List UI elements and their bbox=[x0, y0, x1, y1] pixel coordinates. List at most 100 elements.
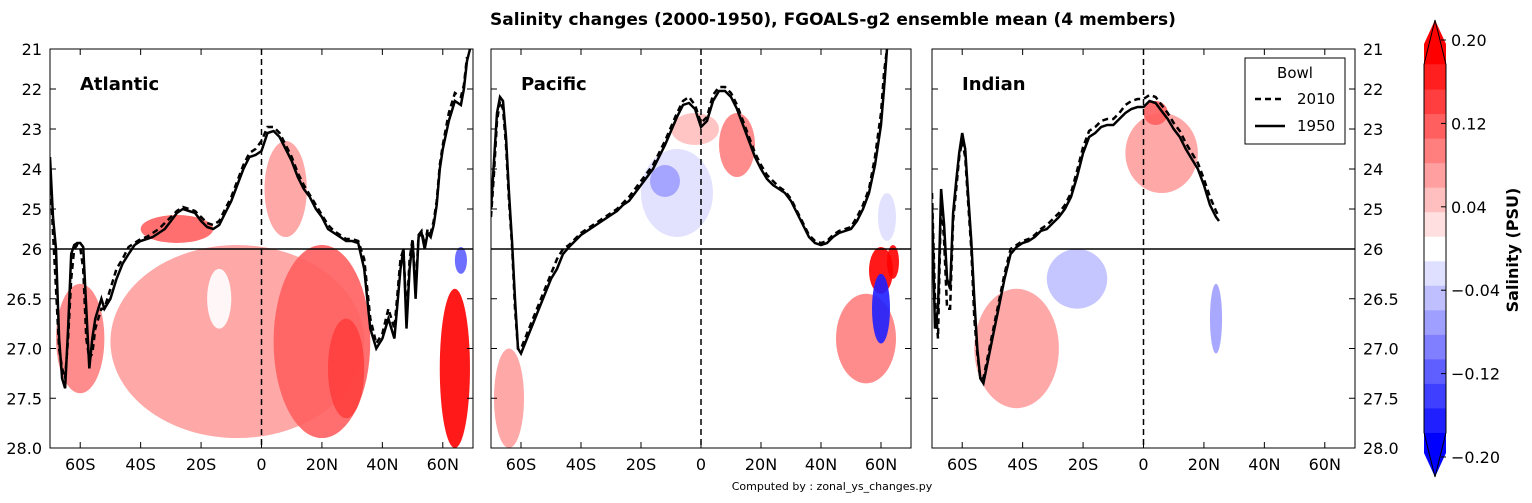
salinity-blob bbox=[755, 205, 827, 237]
bowl-lines bbox=[50, 49, 472, 389]
x-tick-label: 40N bbox=[1248, 455, 1280, 474]
bowl-1950-line bbox=[932, 99, 1220, 387]
colorbar-segment bbox=[1424, 407, 1446, 433]
salinity-blob bbox=[887, 244, 899, 279]
y-tick-label: 26.5 bbox=[6, 290, 42, 309]
salinity-blob bbox=[1046, 249, 1108, 309]
x-tick-label: 20N bbox=[745, 455, 777, 474]
basin-label-pacific: Pacific bbox=[521, 74, 587, 95]
x-tick-label: 20S bbox=[1068, 455, 1099, 474]
legend-entry-1950: 1950 bbox=[1297, 117, 1335, 135]
y-tick-label-right: 22 bbox=[1363, 80, 1383, 99]
panels: 60S 40S 20S 0 20N 40N 60N 21 22 23 24 25 26 26.5 27.0 2… bbox=[6, 40, 1398, 474]
colorbar-tick-label: −0.12 bbox=[1451, 365, 1500, 384]
y-tick-label: 21 bbox=[22, 40, 42, 59]
salinity-blob bbox=[1209, 283, 1223, 354]
colorbar-segment bbox=[1424, 20, 1446, 65]
salinity-blob bbox=[439, 288, 470, 448]
legend-entry-2010: 2010 bbox=[1297, 90, 1335, 108]
chart-title: Salinity changes (2000-1950), FGOALS-g2 … bbox=[490, 10, 1176, 30]
x-tick-label: 40S bbox=[1007, 455, 1038, 474]
y-tick-label-right: 21 bbox=[1363, 40, 1383, 59]
colorbar-tick-label: −0.04 bbox=[1451, 281, 1500, 300]
salinity-blob bbox=[494, 348, 524, 448]
y-tick-label: 28.0 bbox=[6, 439, 42, 458]
colorbar-segment bbox=[1424, 187, 1446, 213]
salinity-shading bbox=[974, 101, 1223, 448]
colorbar-segment bbox=[1424, 162, 1446, 188]
x-tick-label: 60N bbox=[427, 455, 459, 474]
bowl-lines bbox=[491, 49, 889, 357]
x-tick-label: 40N bbox=[805, 455, 837, 474]
colorbar-segment bbox=[1424, 383, 1446, 409]
y-tick-label: 22 bbox=[22, 80, 42, 99]
salinity-blob bbox=[536, 242, 806, 304]
x-tick-label: 0 bbox=[1138, 455, 1148, 474]
colorbar-segment bbox=[1424, 138, 1446, 164]
y-tick-label: 26 bbox=[22, 240, 42, 259]
y-tick-label-right: 27.5 bbox=[1363, 389, 1399, 408]
colorbar-outline bbox=[1423, 19, 1447, 478]
panel-atlantic: 60S 40S 20S 0 20N 40N 60N 21 22 23 24 25 26 26.5 27.0 2… bbox=[6, 40, 474, 474]
salinity-blob bbox=[56, 283, 105, 394]
colorbar-tick-label: 0.04 bbox=[1451, 198, 1487, 217]
y-tick-label: 27.0 bbox=[6, 340, 42, 359]
salinity-blob bbox=[207, 268, 232, 329]
panel-pacific: 60S 40S 20S 0 20N 40N 60N Pacific bbox=[490, 48, 912, 474]
y-tick-label-right: 27.0 bbox=[1363, 340, 1399, 359]
colorbar-segment bbox=[1424, 260, 1446, 286]
colorbar-segment bbox=[1424, 211, 1446, 237]
x-tick-label: 20N bbox=[306, 455, 338, 474]
salinity-shading bbox=[494, 113, 899, 448]
colorbar-segment bbox=[1424, 64, 1446, 90]
legend: Bowl 2010 1950 bbox=[1244, 57, 1346, 145]
colorbar-segment bbox=[1424, 334, 1446, 360]
y-tick-label-right: 25 bbox=[1363, 200, 1383, 219]
x-tick-label: 20N bbox=[1188, 455, 1220, 474]
salinity-blob bbox=[671, 113, 719, 145]
salinity-blob bbox=[974, 288, 1059, 409]
basin-label-atlantic: Atlantic bbox=[80, 74, 159, 95]
colorbar-tick-label: 0.20 bbox=[1451, 31, 1487, 50]
x-tick-label: 20S bbox=[186, 455, 217, 474]
x-tick-label: 60S bbox=[506, 455, 537, 474]
legend-title: Bowl bbox=[1277, 64, 1313, 82]
x-tick-label: 40S bbox=[125, 455, 156, 474]
bowl-lines bbox=[932, 93, 1221, 387]
salinity-blob bbox=[869, 247, 893, 294]
colorbar-segment bbox=[1424, 309, 1446, 335]
colorbar-label: Salinity (PSU) bbox=[1503, 188, 1522, 313]
colorbar-segment bbox=[1424, 285, 1446, 311]
x-tick-label: 60N bbox=[865, 455, 897, 474]
bowl-2010-line bbox=[491, 49, 889, 350]
y-tick-label-right: 26 bbox=[1363, 240, 1383, 259]
colorbar-segment bbox=[1424, 432, 1446, 477]
colorbar-segment bbox=[1424, 236, 1446, 262]
basin-label-indian: Indian bbox=[962, 74, 1026, 95]
y-tick-label-right: 28.0 bbox=[1363, 439, 1399, 458]
salinity-blob bbox=[140, 215, 214, 243]
x-tick-label: 40S bbox=[566, 455, 597, 474]
salinity-blob bbox=[454, 247, 467, 274]
salinity-shading bbox=[56, 141, 470, 448]
y-tick-label: 27.5 bbox=[6, 389, 42, 408]
y-tick-label-right: 23 bbox=[1363, 120, 1383, 139]
x-tick-label: 60N bbox=[1309, 455, 1341, 474]
colorbar-segment bbox=[1424, 358, 1446, 384]
footer-text: Computed by : zonal_ys_changes.py bbox=[732, 480, 933, 493]
x-tick-label: 40N bbox=[366, 455, 398, 474]
y-tick-label: 25 bbox=[22, 200, 42, 219]
x-tick-label: 60S bbox=[65, 455, 96, 474]
colorbar-tick-label: −0.20 bbox=[1451, 448, 1500, 467]
salinity-blob bbox=[264, 141, 307, 237]
y-tick-label-right: 24 bbox=[1363, 160, 1383, 179]
x-tick-label: 0 bbox=[696, 455, 706, 474]
salinity-blob bbox=[1034, 423, 1071, 448]
salinity-blob bbox=[327, 318, 365, 419]
x-tick-label: 60S bbox=[947, 455, 978, 474]
bowl-1950-line bbox=[491, 49, 889, 357]
y-tick-label: 24 bbox=[22, 160, 42, 179]
x-tick-label: 20S bbox=[626, 455, 657, 474]
salinity-blob bbox=[872, 273, 890, 344]
